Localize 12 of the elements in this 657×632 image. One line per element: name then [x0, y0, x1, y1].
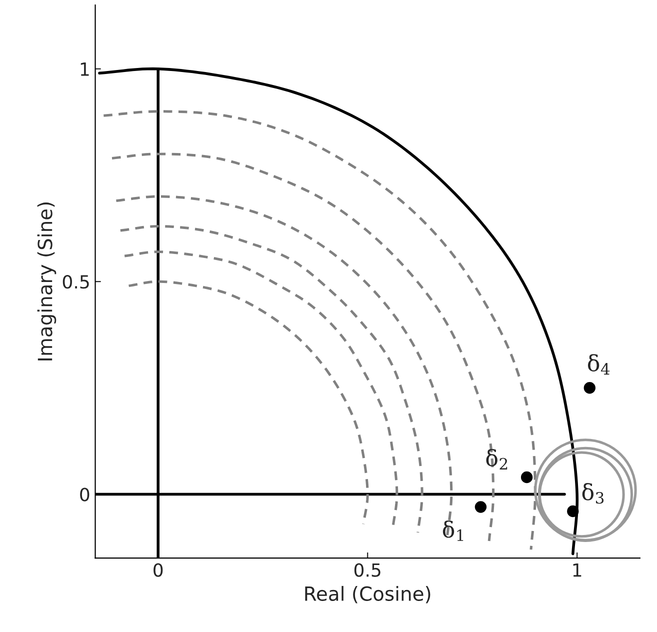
- x-tick-label: 1: [573, 563, 582, 577]
- annotation: δ$_{2}$: [486, 449, 508, 470]
- x-tick-label: 0.5: [354, 563, 380, 577]
- y-axis-title: Imaginary (Sine): [37, 202, 56, 360]
- annotation: δ$_{4}$: [588, 354, 610, 375]
- annotation: δ$_{3}$: [582, 483, 604, 504]
- annotation: δ$_{1}$: [442, 520, 464, 541]
- x-tick-label: 0: [154, 563, 163, 577]
- x-axis-title: Real (Cosine): [305, 586, 430, 604]
- y-tick-label: 0.5: [62, 275, 89, 289]
- y-tick-label: 1: [80, 62, 89, 76]
- y-tick-label: 0: [80, 488, 90, 502]
